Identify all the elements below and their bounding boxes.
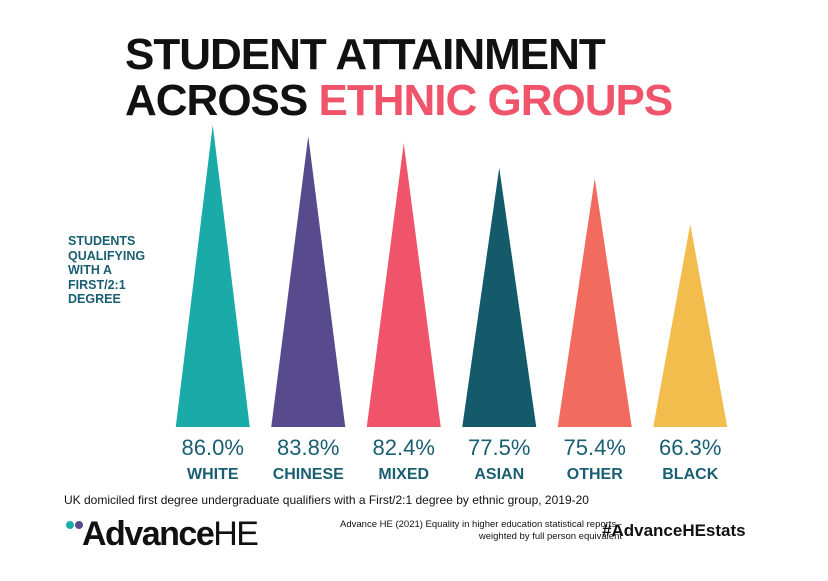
chart-title-plain: ACROSS [125, 76, 319, 125]
chart-footnote: UK domiciled first degree undergraduate … [64, 493, 589, 507]
triangle-bar-chart: 86.0% WHITE 83.8% CHINESE 82.4% MIXED 77.5% ASI… [175, 125, 728, 483]
category-label: MIXED [378, 466, 429, 483]
category-label: OTHER [567, 466, 623, 483]
logo-wordmark-bold: Advance [82, 515, 215, 553]
bar-other [557, 178, 632, 427]
source-citation: Advance HE (2021) Equality in higher edu… [340, 519, 622, 542]
value-label: 86.0% [182, 435, 244, 460]
y-axis-label: STUDENTS QUALIFYING WITH A FIRST/2:1 DEG… [68, 234, 146, 306]
category-label: BLACK [662, 466, 718, 483]
category-label: ASIAN [474, 466, 524, 483]
value-label: 77.5% [468, 435, 530, 460]
logo-wordmark: AdvanceHE [82, 514, 259, 554]
chart-title-accent: ETHNIC GROUPS [318, 76, 673, 125]
logo-dots-icon [66, 521, 83, 529]
bar-black [653, 224, 728, 427]
bar-asian [462, 167, 537, 428]
bar-mixed [366, 143, 441, 427]
value-label: 83.8% [277, 435, 339, 460]
logo-wordmark-light: HE [213, 515, 259, 553]
category-label: CHINESE [273, 466, 344, 483]
value-label: 82.4% [373, 435, 435, 460]
value-label: 75.4% [564, 435, 626, 460]
chart-title-line-1: STUDENT ATTAINMENT [125, 30, 606, 79]
hashtag: #AdvanceHEstats [602, 521, 746, 540]
bar-chinese [271, 136, 346, 427]
value-label: 66.3% [659, 435, 721, 460]
category-label: WHITE [187, 466, 239, 483]
chart-title-line-2: ACROSS ETHNIC GROUPS [125, 78, 725, 124]
bar-white [175, 125, 250, 427]
